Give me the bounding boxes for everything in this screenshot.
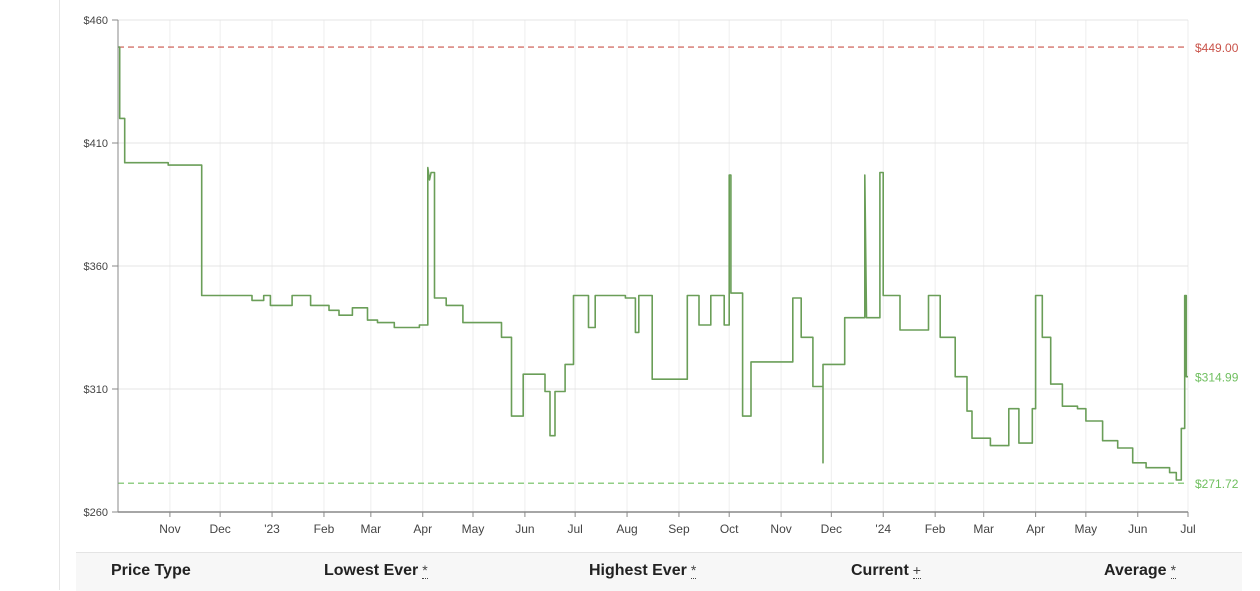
x-tick-label: '23	[264, 522, 280, 536]
y-tick-label: $310	[84, 384, 108, 396]
y-tick-label: $460	[84, 15, 108, 27]
header-current: Current +	[851, 562, 921, 579]
y-tick-label: $410	[84, 138, 108, 150]
reference-value-label: $449.00	[1195, 41, 1239, 55]
x-tick-label: Apr	[413, 522, 432, 536]
y-tick-label: $360	[84, 261, 108, 273]
current-footnote-mark[interactable]: +	[912, 562, 921, 579]
x-tick-label: '24	[875, 522, 891, 536]
x-tick-label: Jun	[515, 522, 534, 536]
price-table-header: Price Type Lowest Ever * Highest Ever * Cu…	[76, 552, 1242, 591]
average-footnote-mark[interactable]: *	[1170, 562, 1177, 579]
x-tick-label: Oct	[720, 522, 739, 536]
y-tick-label: $260	[84, 507, 108, 519]
x-tick-label: May	[462, 522, 485, 536]
price-history-chart: $460 $410 $360 $310 $260 Nov Dec '23 Feb Mar Apr Ma…	[84, 15, 1239, 536]
x-tick-label: Sep	[668, 522, 690, 536]
x-tick-label: Aug	[616, 522, 637, 536]
x-tick-label: Jul	[1180, 522, 1195, 536]
x-tick-label: Nov	[159, 522, 180, 536]
x-tick-label: Jun	[1128, 522, 1147, 536]
x-tick-label: Feb	[314, 522, 335, 536]
header-lowest-ever: Lowest Ever *	[324, 562, 428, 579]
x-tick-label: Mar	[973, 522, 994, 536]
reference-value-label: $271.72	[1195, 477, 1239, 491]
x-tick-label: Dec	[821, 522, 842, 536]
left-border	[59, 0, 60, 590]
x-tick-label: Apr	[1026, 522, 1045, 536]
header-price-type: Price Type	[111, 562, 191, 579]
x-tick-label: May	[1075, 522, 1098, 536]
price-line	[118, 46, 1188, 481]
header-highest-ever: Highest Ever *	[589, 562, 697, 579]
highest-ever-footnote-mark[interactable]: *	[690, 562, 697, 579]
x-tick-label: Jul	[567, 522, 582, 536]
header-average: Average *	[1104, 562, 1177, 579]
x-tick-label: Dec	[209, 522, 230, 536]
lowest-ever-footnote-mark[interactable]: *	[422, 562, 428, 579]
x-tick-label: Feb	[925, 522, 946, 536]
x-tick-label: Nov	[770, 522, 791, 536]
current-price-label: $314.99	[1195, 371, 1239, 385]
x-tick-label: Mar	[361, 522, 382, 536]
